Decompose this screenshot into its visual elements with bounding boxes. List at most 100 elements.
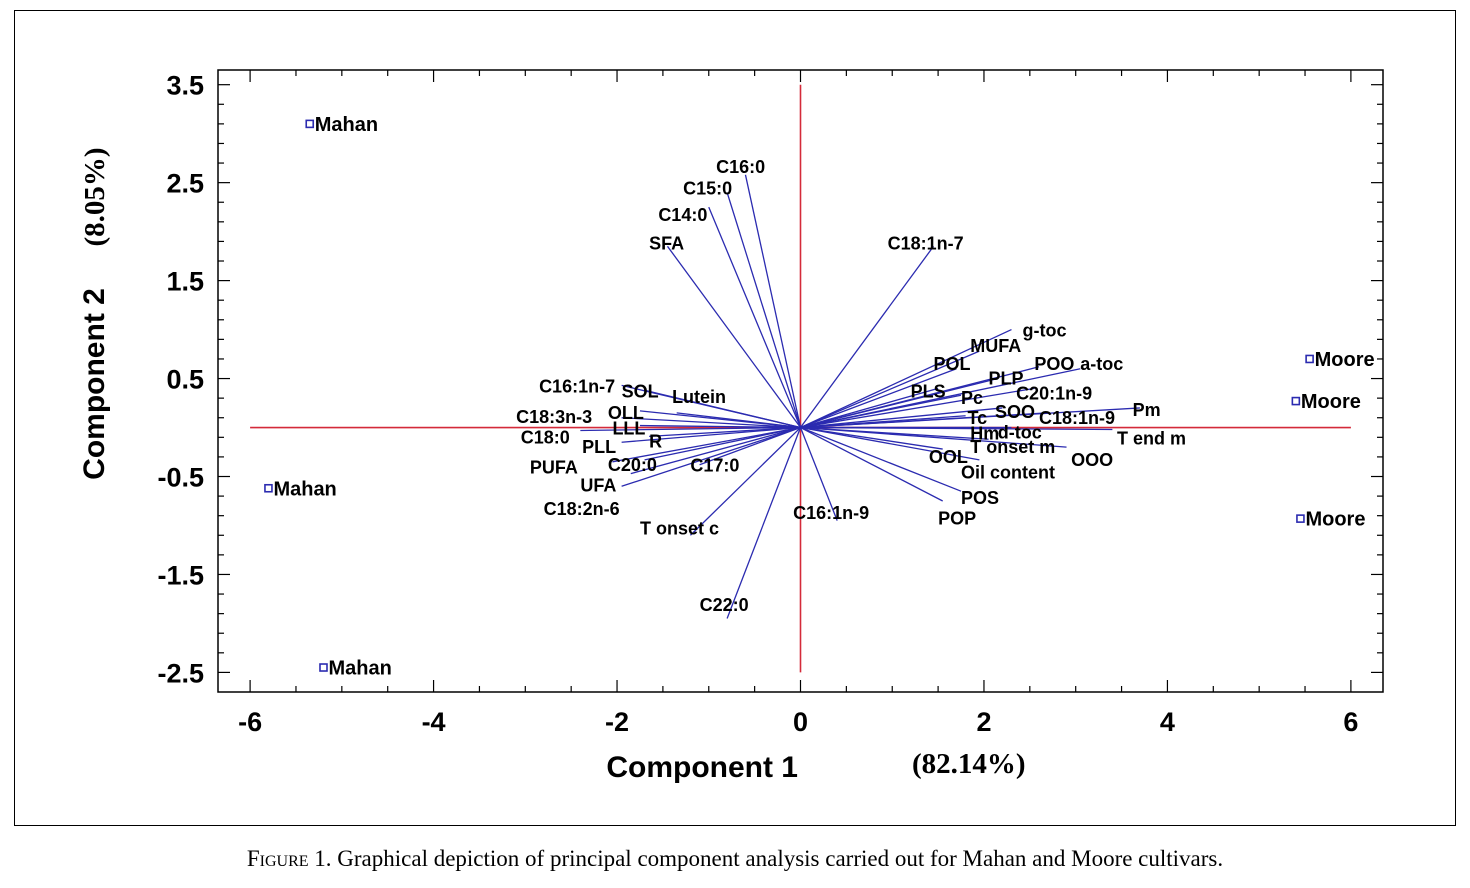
observation-marker xyxy=(319,663,328,672)
variable-label: C22:0 xyxy=(700,595,749,615)
observation-label: Moore xyxy=(1301,391,1361,413)
variable-vector xyxy=(800,426,1113,431)
variable-vector xyxy=(800,426,1067,448)
x-tick-label: 0 xyxy=(793,707,808,737)
observation-label: Mahan xyxy=(315,114,378,136)
variable-vector xyxy=(630,426,801,475)
variable-vector xyxy=(612,426,801,463)
variable-label: C18:3n-3 xyxy=(516,407,592,427)
variable-vector xyxy=(621,426,801,443)
x-axis-title: Component 1 xyxy=(606,751,798,784)
variable-vector xyxy=(799,427,838,521)
variable-label: SOL xyxy=(622,381,659,401)
observations: Mahan Mahan Mahan Moore Moore Moore xyxy=(264,114,1375,680)
figure-frame xyxy=(14,10,1456,826)
variable-label: T onset m xyxy=(970,437,1055,457)
variable-label: d-toc xyxy=(998,422,1042,442)
figure-caption: Figure 1. Graphical depiction of princip… xyxy=(0,846,1470,872)
variable-vector xyxy=(689,427,801,536)
variable-vector xyxy=(800,426,943,502)
variable-label: a-toc xyxy=(1080,354,1123,374)
variable-vectors xyxy=(580,174,1140,619)
variable-vector xyxy=(800,387,1035,429)
variable-label: PLS xyxy=(911,381,946,401)
variable-label: POL xyxy=(934,354,971,374)
variable-label: Oil content xyxy=(961,463,1055,483)
variable-label: OLL xyxy=(608,403,644,423)
variable-label: POP xyxy=(938,509,976,529)
variable-label: UFA xyxy=(580,475,616,495)
observation-label: Mahan xyxy=(328,658,391,680)
observation-marker xyxy=(1291,396,1301,406)
variable-label: C18:2n-6 xyxy=(544,499,620,519)
variable-label: Hm xyxy=(970,423,999,443)
observation-marker xyxy=(1296,514,1305,523)
variable-label: C18:0 xyxy=(521,427,570,447)
variable-label: C15:0 xyxy=(683,179,732,199)
variable-label: C16:0 xyxy=(716,157,765,177)
observation-label: Moore xyxy=(1305,509,1365,531)
variable-label: POO xyxy=(1034,354,1074,374)
variable-label: MUFA xyxy=(970,336,1021,356)
y-axis-title: Component 2 xyxy=(78,288,111,480)
x-tick-label: 2 xyxy=(976,707,991,737)
variable-label: PLP xyxy=(989,369,1024,389)
variable-label: C14:0 xyxy=(658,205,707,225)
variable-label: T onset c xyxy=(640,518,719,538)
variable-vector xyxy=(800,412,1049,429)
variable-vector xyxy=(800,394,962,429)
variable-label: Lutein xyxy=(672,387,726,407)
variable-vector xyxy=(800,426,980,461)
variable-vector xyxy=(644,389,801,429)
variable-vector xyxy=(639,424,801,429)
observation-marker xyxy=(264,483,273,493)
tick-marks xyxy=(218,70,1383,692)
variable-label: Tc xyxy=(967,408,987,428)
y-tick-label: 0.5 xyxy=(166,365,204,395)
variable-label: SOO xyxy=(995,402,1035,422)
x-tick-label: -2 xyxy=(605,707,629,737)
variable-vector xyxy=(800,368,957,429)
x-axis-percent: (82.14%) xyxy=(912,748,1026,780)
x-tick-label: 4 xyxy=(1160,707,1175,737)
observation-marker xyxy=(1305,354,1314,364)
variable-vector xyxy=(800,328,1012,429)
variable-label: Pm xyxy=(1133,400,1161,420)
variable-label: SFA xyxy=(649,233,684,253)
variable-vector xyxy=(800,407,1003,429)
variable-vector xyxy=(621,426,801,487)
caption-lead: Figure 1. xyxy=(246,846,332,871)
variable-label: OOL xyxy=(929,447,968,467)
variable-label: PLL xyxy=(582,437,616,457)
y-tick-label: 2.5 xyxy=(166,169,204,199)
variable-label: C20:1n-9 xyxy=(1016,383,1092,403)
variable-label: LLL xyxy=(612,419,645,439)
variable-label: C18:1n-9 xyxy=(1039,408,1115,428)
variable-label: g-toc xyxy=(1022,321,1066,341)
variable-label: POS xyxy=(961,488,999,508)
variable-label: C16:1n-9 xyxy=(793,503,869,523)
reference-axes xyxy=(250,84,1351,673)
y-tick-label: 3.5 xyxy=(166,71,204,101)
y-tick-label: -1.5 xyxy=(157,560,204,590)
variable-vector xyxy=(621,417,801,429)
variable-label: PUFA xyxy=(530,458,578,478)
y-axis-percent: (8.05%) xyxy=(79,147,111,246)
x-tick-label: -6 xyxy=(238,707,262,737)
variable-vector xyxy=(639,410,801,429)
variable-vector xyxy=(800,350,980,429)
variable-vector xyxy=(580,426,801,432)
x-tick-labels: -6 -4 -2 0 2 4 6 xyxy=(238,707,1358,737)
y-tick-label: -0.5 xyxy=(157,463,204,493)
variable-vector xyxy=(799,245,935,428)
variable-vector xyxy=(708,206,802,428)
variable-vector xyxy=(744,174,802,428)
observation-label: Mahan xyxy=(273,478,336,500)
variable-label: R xyxy=(649,431,662,451)
caption-text: Graphical depiction of principal compone… xyxy=(331,846,1224,871)
variable-vector xyxy=(800,426,962,492)
variable-vector xyxy=(726,192,802,428)
variable-label: OOO xyxy=(1071,450,1113,470)
